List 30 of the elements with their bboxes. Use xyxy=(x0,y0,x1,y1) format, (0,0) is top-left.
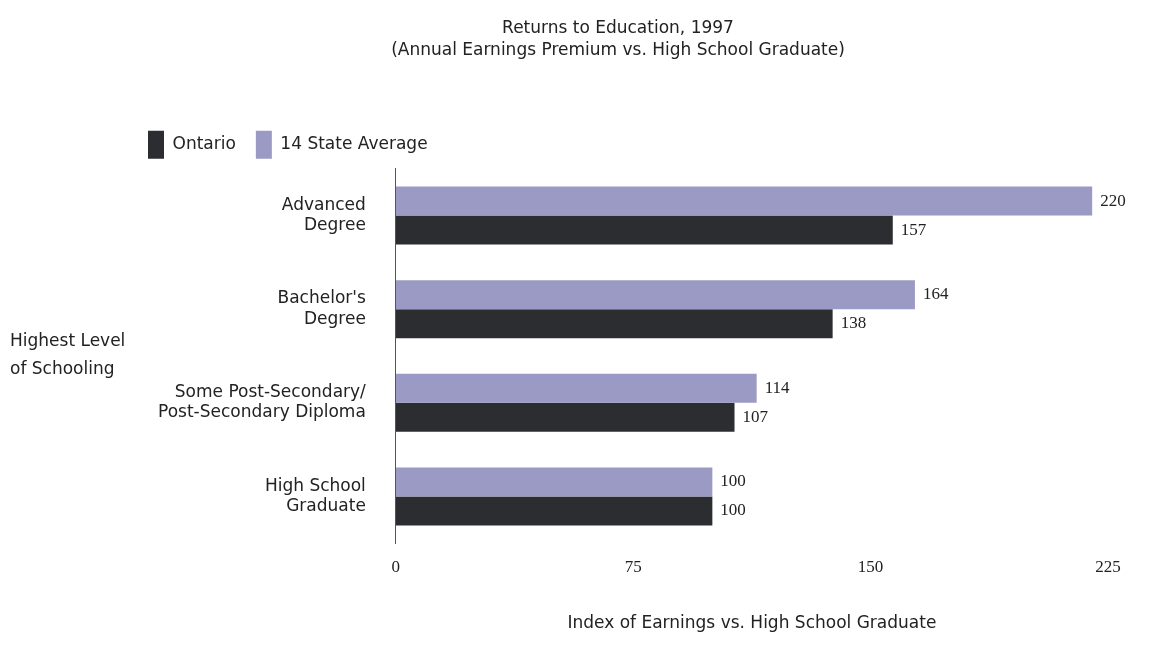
legend-label: 14 State Average xyxy=(280,133,428,154)
data-label: 107 xyxy=(742,406,769,426)
bar xyxy=(395,215,893,245)
y-tick-label: High School Graduate xyxy=(264,474,366,516)
bar xyxy=(395,373,757,403)
chart-subtitle: (Annual Earnings Premium vs. High School Graduate) xyxy=(391,39,845,60)
y-tick-label: Some Post-Secondary/ Post-Secondary Diploma xyxy=(158,381,367,422)
x-tick-label: 75 xyxy=(624,556,642,576)
data-label: 100 xyxy=(720,471,746,491)
data-label: 157 xyxy=(900,219,927,239)
x-tick-label: 0 xyxy=(391,556,401,576)
bar xyxy=(395,186,1093,216)
data-label: 220 xyxy=(1100,190,1126,210)
bar xyxy=(395,496,713,526)
data-label: 164 xyxy=(922,284,949,304)
data-label: 100 xyxy=(720,500,746,520)
data-label: 138 xyxy=(840,313,867,333)
bar xyxy=(395,402,735,432)
bar xyxy=(395,467,713,497)
y-tick-label: Bachelor's Degree xyxy=(277,287,366,328)
bar xyxy=(395,280,915,310)
data-label: 114 xyxy=(764,377,791,397)
x-tick-label: 150 xyxy=(857,556,884,576)
y-axis-title: Highest Level of Schooling xyxy=(10,329,126,380)
legend-label: Ontario xyxy=(172,133,236,154)
chart-title: Returns to Education, 1997 xyxy=(502,16,734,37)
x-tick-label: 225 xyxy=(1095,556,1121,576)
y-tick-label: Advanced Degree xyxy=(281,193,366,235)
bar xyxy=(395,309,833,339)
x-axis-title: Index of Earnings vs. High School Graduate xyxy=(567,612,937,633)
